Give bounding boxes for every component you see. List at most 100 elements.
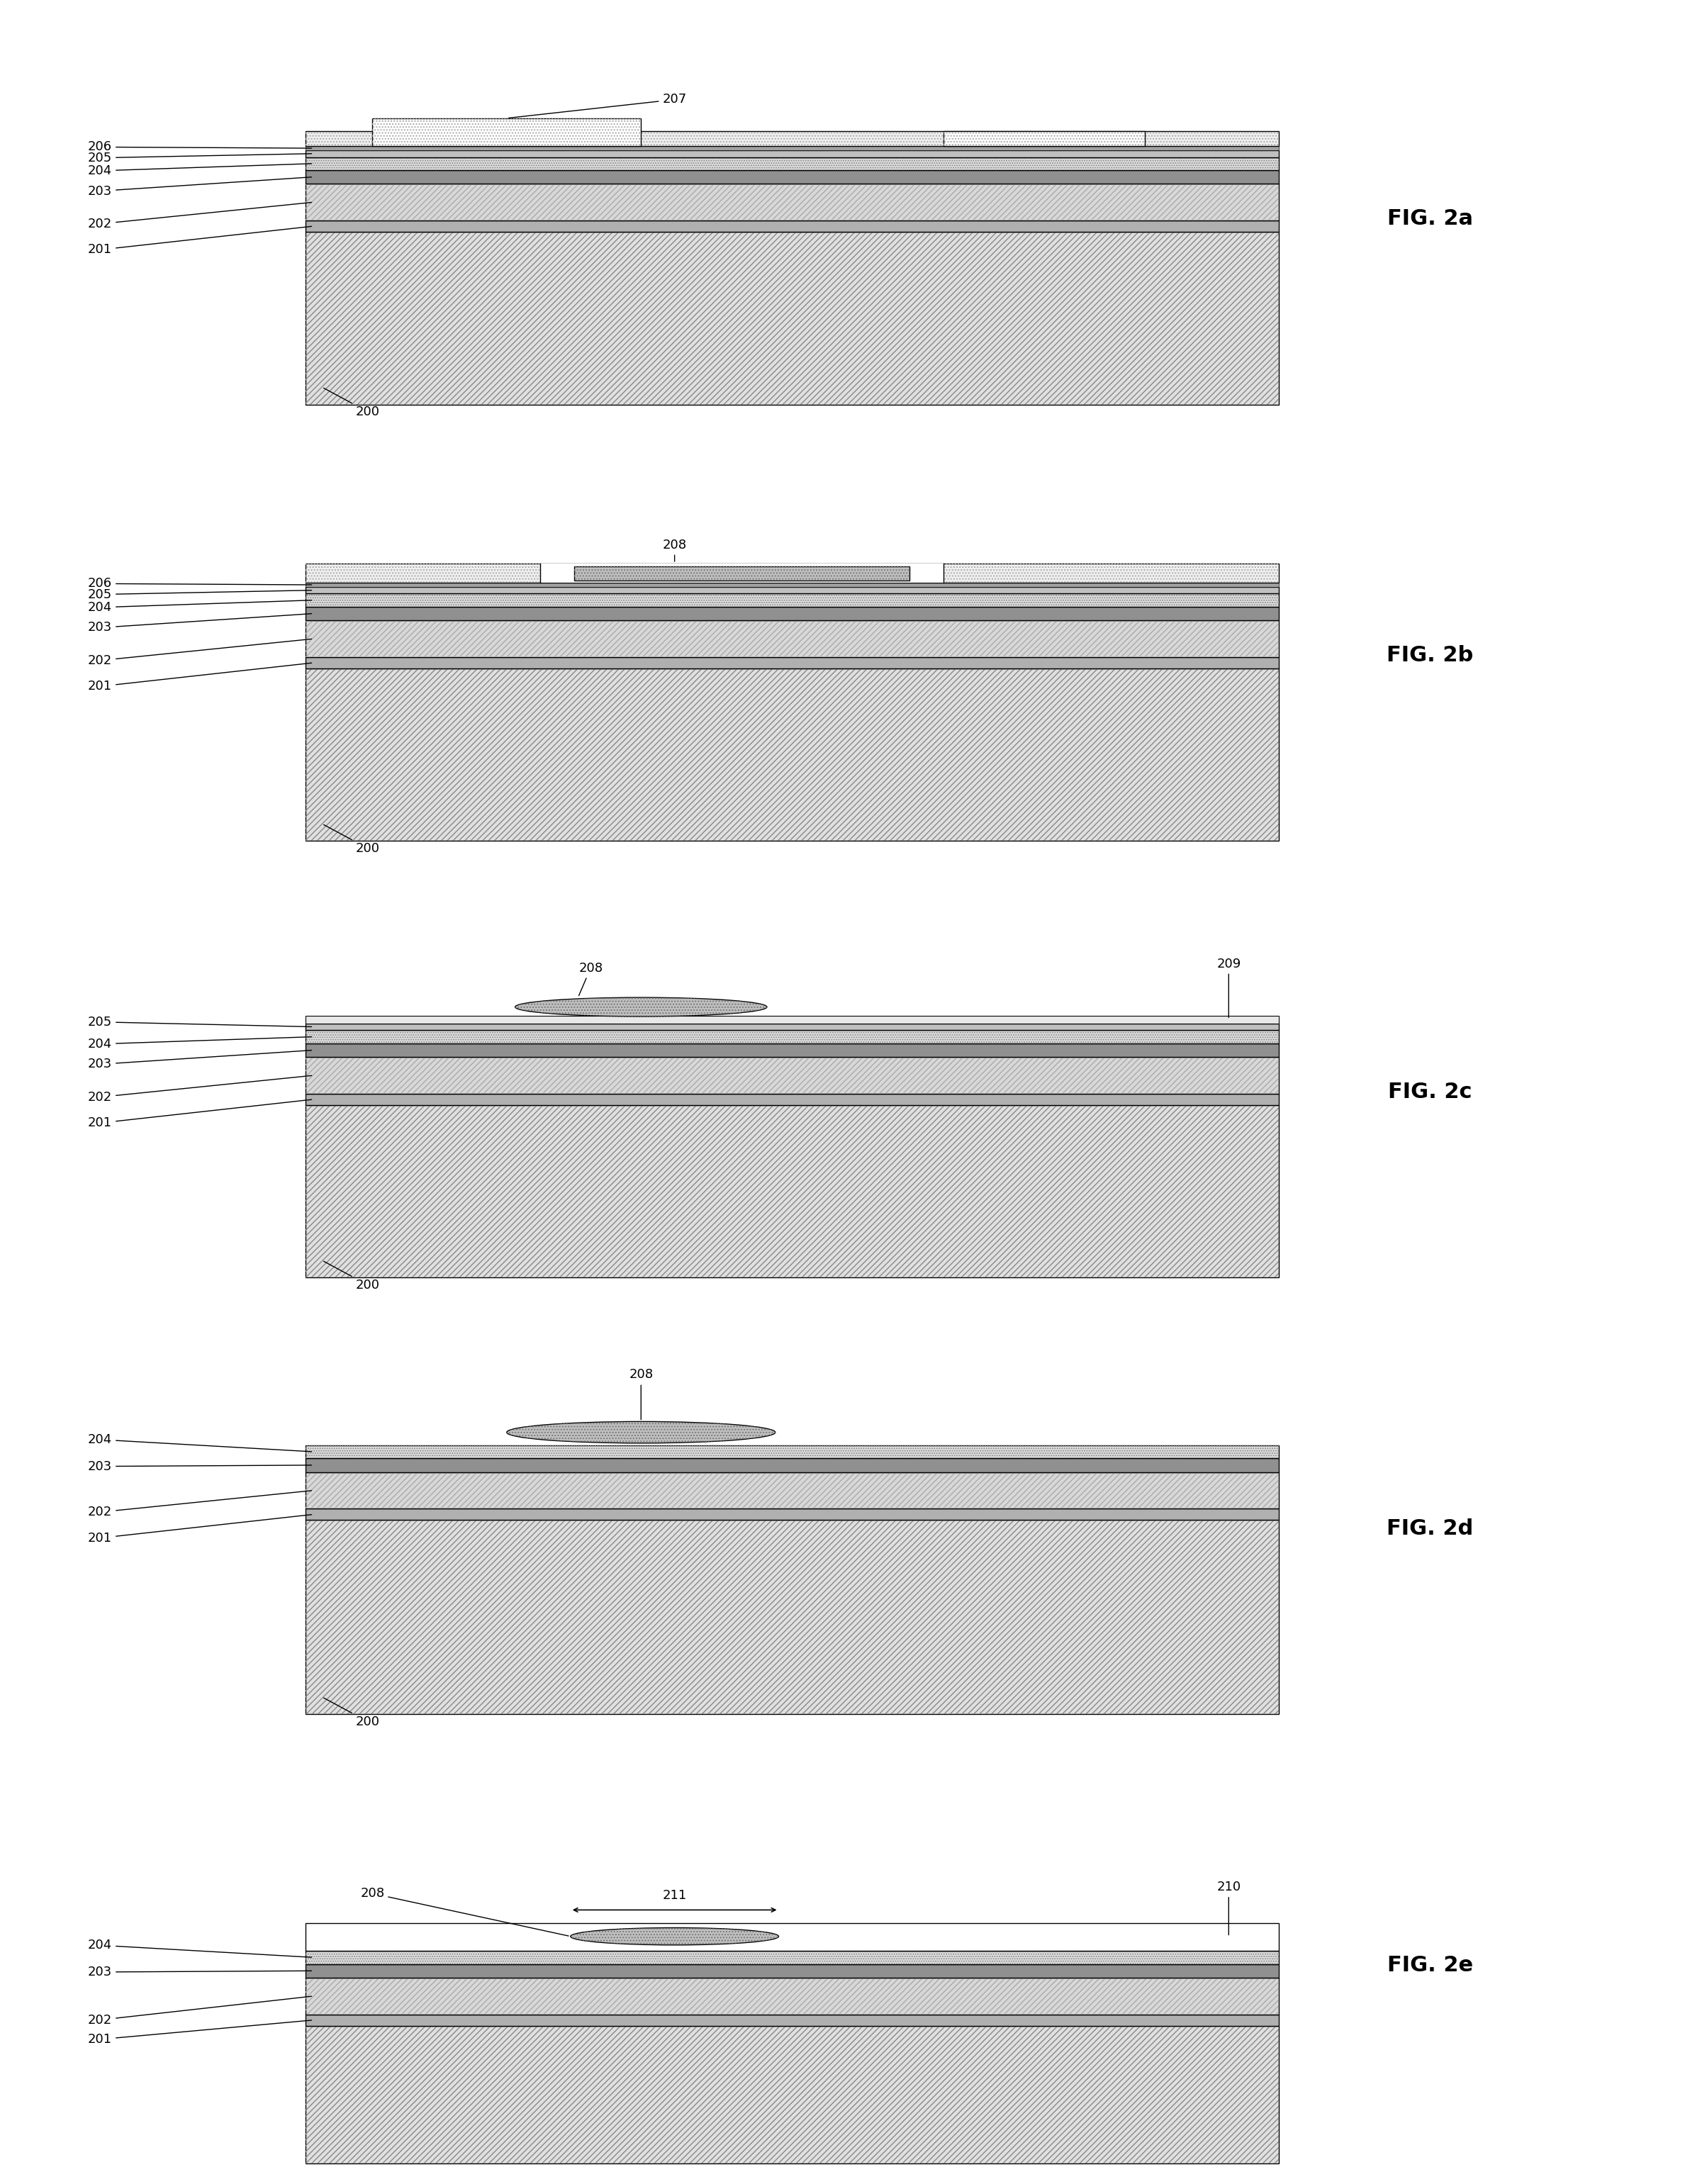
Bar	[305, 1979, 1279, 2014]
Bar	[305, 563, 1279, 583]
Bar	[305, 1105, 1279, 1278]
Bar	[305, 1520, 1279, 1714]
Bar	[305, 1057, 1279, 1094]
Ellipse shape	[516, 998, 767, 1016]
Bar	[305, 1031, 1279, 1044]
Text: 200: 200	[324, 1262, 379, 1291]
Bar	[541, 563, 944, 583]
Bar	[305, 157, 1279, 170]
Text: 204: 204	[88, 1037, 312, 1051]
Bar	[305, 1472, 1279, 1509]
Text: 202: 202	[88, 203, 312, 229]
Bar	[944, 131, 1144, 146]
Bar	[305, 131, 1279, 146]
Bar	[305, 232, 1279, 404]
Text: 203: 203	[88, 1459, 312, 1472]
Bar	[305, 157, 1279, 170]
Text: FIG. 2b: FIG. 2b	[1387, 644, 1473, 666]
Text: 202: 202	[88, 640, 312, 666]
Bar	[305, 607, 1279, 620]
Bar	[305, 1044, 1279, 1057]
Bar	[305, 668, 1279, 841]
Text: 208: 208	[361, 1887, 568, 1935]
Bar	[305, 620, 1279, 657]
Bar	[305, 594, 1279, 607]
Bar	[305, 583, 1279, 587]
Bar	[305, 1950, 1279, 1963]
Text: 210: 210	[1217, 1880, 1240, 1935]
Text: 208: 208	[578, 961, 603, 996]
Bar	[305, 1979, 1279, 2014]
Text: 201: 201	[88, 664, 312, 692]
Text: 204: 204	[88, 1939, 312, 1957]
Bar	[305, 2025, 1279, 2164]
Text: FIG. 2d: FIG. 2d	[1387, 1518, 1473, 1540]
Bar	[575, 566, 910, 581]
Bar	[305, 170, 1279, 183]
Bar	[305, 1446, 1279, 1459]
Bar	[305, 1520, 1279, 1714]
Text: FIG. 2e: FIG. 2e	[1387, 1955, 1473, 1977]
Text: FIG. 2a: FIG. 2a	[1387, 207, 1473, 229]
Text: 200: 200	[324, 389, 379, 417]
Text: 203: 203	[88, 177, 312, 197]
Bar	[305, 131, 1279, 146]
Bar	[305, 1094, 1279, 1105]
Text: 205: 205	[88, 151, 312, 164]
Text: 207: 207	[509, 94, 687, 118]
Bar	[305, 1446, 1279, 1459]
Text: 202: 202	[88, 1075, 312, 1103]
Bar	[305, 620, 1279, 657]
Bar	[305, 668, 1279, 841]
Text: 203: 203	[88, 1051, 312, 1070]
Text: 202: 202	[88, 1996, 312, 2027]
Bar	[305, 1016, 1279, 1024]
Bar	[305, 1105, 1279, 1278]
Bar	[305, 1963, 1279, 1979]
Bar	[305, 563, 1279, 583]
Text: FIG. 2c: FIG. 2c	[1388, 1081, 1473, 1103]
Bar	[305, 183, 1279, 221]
Bar	[305, 221, 1279, 232]
Bar	[372, 118, 640, 146]
Text: 208: 208	[629, 1369, 654, 1420]
Text: 204: 204	[88, 1433, 312, 1452]
Ellipse shape	[507, 1422, 775, 1444]
Text: 200: 200	[324, 826, 379, 854]
Text: 211: 211	[662, 1889, 687, 1902]
Text: 201: 201	[88, 227, 312, 256]
Text: 208: 208	[662, 539, 687, 561]
Bar	[575, 566, 910, 581]
Bar	[305, 657, 1279, 668]
Text: 201: 201	[88, 2020, 312, 2046]
Bar	[372, 118, 640, 146]
Bar	[305, 1031, 1279, 1044]
Bar	[305, 1057, 1279, 1094]
Bar	[305, 587, 1279, 594]
Text: 205: 205	[88, 1016, 312, 1029]
Text: 201: 201	[88, 1514, 312, 1544]
Bar	[305, 146, 1279, 151]
Bar	[305, 1472, 1279, 1509]
Bar	[305, 594, 1279, 607]
Bar	[305, 183, 1279, 221]
Bar	[305, 1922, 1279, 1950]
Bar	[305, 2025, 1279, 2164]
Bar	[305, 1024, 1279, 1031]
Text: 203: 203	[88, 1966, 312, 1979]
Bar	[305, 1459, 1279, 1472]
Bar	[305, 232, 1279, 404]
Text: 202: 202	[88, 1492, 312, 1518]
Text: 205: 205	[88, 587, 312, 601]
Text: 203: 203	[88, 614, 312, 633]
Text: 204: 204	[88, 164, 312, 177]
Ellipse shape	[571, 1928, 778, 1946]
Text: 206: 206	[88, 140, 312, 153]
Bar	[305, 151, 1279, 157]
Text: 201: 201	[88, 1099, 312, 1129]
Bar	[305, 2014, 1279, 2025]
Bar	[305, 1509, 1279, 1520]
Text: 206: 206	[88, 577, 312, 590]
Text: 209: 209	[1217, 957, 1240, 1018]
Bar	[944, 131, 1144, 146]
